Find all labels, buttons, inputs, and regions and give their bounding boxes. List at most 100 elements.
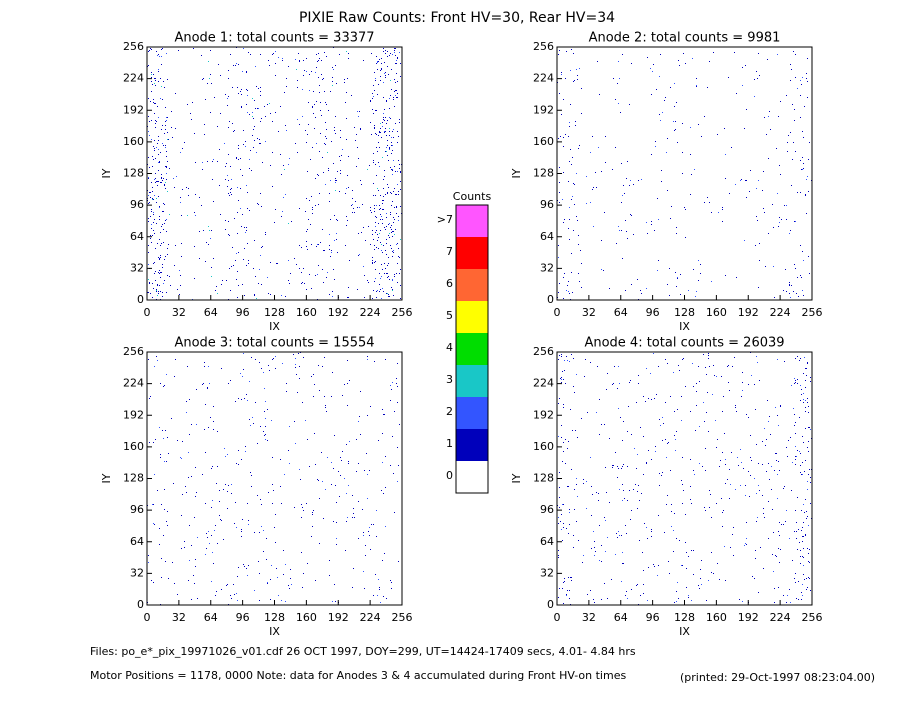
x-tick-label: 224 xyxy=(360,306,381,319)
colorbar-label: 1 xyxy=(446,437,453,450)
plot-frame xyxy=(556,46,813,301)
colorbar-label: 7 xyxy=(446,245,453,258)
colorbar-swatch xyxy=(456,365,488,397)
x-axis-label: IX xyxy=(269,625,280,638)
y-tick-label: 192 xyxy=(533,103,554,116)
y-tick-label: 128 xyxy=(123,472,144,485)
panel-title: Anode 4: total counts = 26039 xyxy=(584,336,784,351)
x-tick-label: 192 xyxy=(738,306,759,319)
x-tick-label: 128 xyxy=(674,611,695,624)
y-tick-label: 0 xyxy=(547,598,554,611)
x-tick-label: 96 xyxy=(646,611,660,624)
plot-frame xyxy=(146,46,403,301)
y-tick-label: 128 xyxy=(533,472,554,485)
colorbar-label: >7 xyxy=(437,213,453,226)
colorbar-swatch xyxy=(456,301,488,333)
y-tick-label: 256 xyxy=(123,345,144,358)
y-tick-label: 160 xyxy=(533,135,554,148)
x-tick-label: 224 xyxy=(360,611,381,624)
x-tick-label: 32 xyxy=(172,611,186,624)
colorbar-title: Counts xyxy=(453,190,492,203)
colorbar-label: 6 xyxy=(446,277,453,290)
y-tick-label: 32 xyxy=(130,566,144,579)
colorbar-swatch xyxy=(456,205,488,237)
y-tick-label: 64 xyxy=(130,230,144,243)
y-tick-label: 0 xyxy=(547,293,554,306)
speckle xyxy=(148,353,398,603)
colorbar-swatch xyxy=(456,397,488,429)
x-tick-label: 32 xyxy=(172,306,186,319)
y-tick-label: 0 xyxy=(137,598,144,611)
y-tick-label: 96 xyxy=(540,198,554,211)
y-tick-label: 256 xyxy=(533,345,554,358)
colorbar-swatch xyxy=(456,333,488,365)
x-tick-label: 64 xyxy=(614,306,628,319)
colorbar-swatch xyxy=(456,237,488,269)
x-tick-label: 0 xyxy=(554,306,561,319)
x-tick-label: 160 xyxy=(296,306,317,319)
colorbar-label: 2 xyxy=(446,405,453,418)
y-tick-label: 160 xyxy=(533,440,554,453)
x-tick-label: 160 xyxy=(706,611,727,624)
y-tick-label: 128 xyxy=(533,167,554,180)
y-tick-label: 96 xyxy=(130,198,144,211)
panel-title: Anode 1: total counts = 33377 xyxy=(174,31,374,46)
x-axis-label: IX xyxy=(679,625,690,638)
y-tick-label: 224 xyxy=(533,377,554,390)
footer-motor: Motor Positions = 1178, 0000 Note: data … xyxy=(90,669,626,682)
y-tick-label: 160 xyxy=(123,440,144,453)
x-tick-label: 64 xyxy=(204,306,218,319)
speckle xyxy=(152,366,391,594)
x-axis-label: IX xyxy=(269,320,280,333)
speckle xyxy=(148,51,401,299)
speckle xyxy=(147,47,402,300)
colorbar-swatch xyxy=(456,269,488,301)
x-tick-label: 128 xyxy=(264,611,285,624)
x-tick-label: 192 xyxy=(328,611,349,624)
x-axis-label: IX xyxy=(679,320,690,333)
y-axis-label: IY xyxy=(100,473,113,483)
x-tick-label: 0 xyxy=(144,306,151,319)
y-tick-label: 224 xyxy=(123,377,144,390)
colorbar-label: 0 xyxy=(446,469,453,482)
speckle xyxy=(557,352,812,605)
x-tick-label: 256 xyxy=(392,611,413,624)
colorbar-label: 5 xyxy=(446,309,453,322)
x-tick-label: 192 xyxy=(328,306,349,319)
speckle xyxy=(561,356,803,599)
x-tick-label: 192 xyxy=(738,611,759,624)
x-tick-label: 224 xyxy=(770,306,791,319)
x-tick-label: 224 xyxy=(770,611,791,624)
x-tick-label: 128 xyxy=(674,306,695,319)
y-tick-label: 192 xyxy=(123,408,144,421)
y-tick-label: 96 xyxy=(540,503,554,516)
y-axis-label: IY xyxy=(510,473,523,483)
x-tick-label: 256 xyxy=(802,306,823,319)
y-tick-label: 32 xyxy=(130,261,144,274)
x-tick-label: 0 xyxy=(554,611,561,624)
y-tick-label: 256 xyxy=(533,40,554,53)
footer-files: Files: po_e*_pix_19971026_v01.cdf 26 OCT… xyxy=(90,645,636,658)
x-tick-label: 0 xyxy=(144,611,151,624)
speckle xyxy=(147,352,400,605)
y-tick-label: 64 xyxy=(540,230,554,243)
footer-printed: (printed: 29-Oct-1997 08:23:04.00) xyxy=(680,671,875,684)
y-tick-label: 0 xyxy=(137,293,144,306)
x-tick-label: 64 xyxy=(614,611,628,624)
x-tick-label: 32 xyxy=(582,611,596,624)
x-tick-label: 96 xyxy=(646,306,660,319)
x-tick-label: 160 xyxy=(706,306,727,319)
y-tick-label: 96 xyxy=(130,503,144,516)
y-tick-label: 256 xyxy=(123,40,144,53)
x-tick-label: 32 xyxy=(582,306,596,319)
y-axis-label: IY xyxy=(100,168,113,178)
y-tick-label: 64 xyxy=(540,535,554,548)
x-tick-label: 96 xyxy=(236,306,250,319)
panel-title: Anode 3: total counts = 15554 xyxy=(174,336,374,351)
plot-frame xyxy=(556,351,813,606)
x-tick-label: 96 xyxy=(236,611,250,624)
y-tick-label: 160 xyxy=(123,135,144,148)
panel-title: Anode 2: total counts = 9981 xyxy=(589,31,781,46)
y-tick-label: 32 xyxy=(540,261,554,274)
